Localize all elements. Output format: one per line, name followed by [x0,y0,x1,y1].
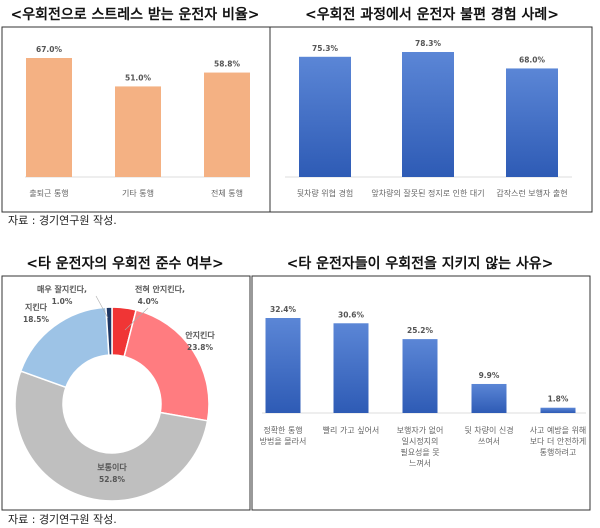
slice-category-label: 매우 잘지킨다, [37,284,87,294]
panel-frame [269,26,593,213]
slice-category-label: 보통이다 [97,462,127,472]
bar [471,383,507,413]
pie-slice [123,309,210,422]
source-note: 자료 : 경기연구원 작성. [8,513,117,526]
data-label: 58.8% [214,60,241,69]
chart-title: <우회전으로 스트레스 받는 운전자 비율> [10,6,259,23]
bar [402,339,438,413]
slice-value-label: 18.5% [23,315,50,324]
data-label: 1.8% [548,395,569,404]
bar [115,86,161,177]
category-label: 뒷차량 위협 경험 [297,188,354,198]
slice-category-label: 지킨다 [25,302,48,312]
bar [333,323,369,413]
data-label: 68.0% [519,55,546,64]
category-label: 기타 통행 [122,188,154,198]
data-label: 30.6% [338,310,365,319]
bar [299,56,351,177]
data-label: 51.0% [125,73,152,82]
category-label: 앞차량의 잘못된 정지로 인한 대기 [371,188,484,198]
chart-title: <타 운전자의 우회전 준수 여부> [26,255,224,272]
slice-category-label: 전혀 안지킨다, [135,284,185,294]
data-label: 9.9% [479,371,500,380]
category-label: 사고 예방을 위해 [530,425,587,435]
chart-title: <우회전 과정에서 운전자 불편 경험 사례> [305,6,559,23]
data-label: 75.3% [312,44,339,53]
slice-category-label: 안지킨다 [185,330,215,340]
chart-title: <타 운전자들이 우회전을 지키지 않는 사유> [287,255,554,272]
category-label: 뒷 차량이 신경 [464,425,513,435]
data-label: 32.4% [270,305,297,314]
category-label: 정확한 통행 [263,425,302,435]
slice-value-label: 4.0% [138,297,159,306]
slice-value-label: 23.8% [187,343,214,352]
leader-line [95,295,109,319]
bar [204,72,250,177]
source-note: 자료 : 경기연구원 작성. [8,214,117,227]
bar [506,68,558,177]
category-label: 일시정지의 [402,436,439,446]
category-label: 방법을 몰라서 [260,436,307,446]
category-label: 전체 통행 [211,188,243,198]
leader-line [124,307,149,331]
bar [540,407,576,413]
pie-slice [14,370,209,502]
category-label: 보다 더 안전하게 [530,436,587,446]
bar [402,52,454,177]
data-label: 25.2% [407,326,434,335]
category-label: 갑작스런 보행자 출현 [496,188,567,198]
category-label: 쓰여서 [478,436,500,446]
panel-frame [1,275,251,511]
category-label: 통행하려고 [540,447,577,457]
category-label: 느껴서 [409,458,431,468]
slice-value-label: 52.8% [99,475,126,484]
bar [26,58,72,177]
pie-slice [105,306,113,356]
category-label: 출퇴근 통행 [29,188,68,198]
data-label: 67.0% [36,45,63,54]
category-label: 필요성을 못 [400,447,439,457]
slice-value-label: 1.0% [52,297,73,306]
bar [265,318,301,413]
category-label: 빨리 가고 싶어서 [323,425,380,435]
data-label: 78.3% [415,39,442,48]
panel-frame [251,275,591,511]
category-label: 보행자가 없어 [397,425,444,435]
